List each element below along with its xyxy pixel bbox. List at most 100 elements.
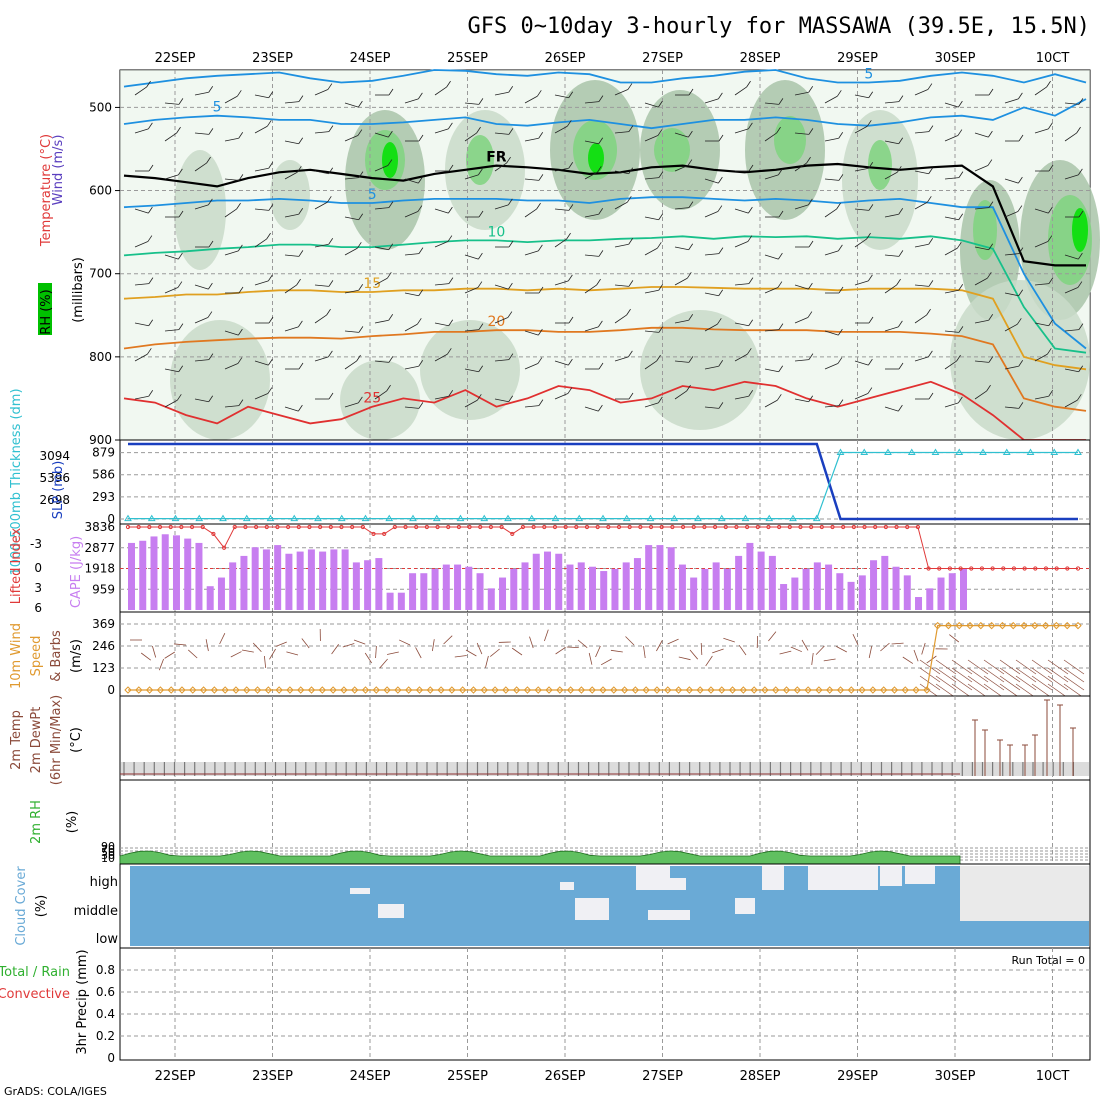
wind-barb xyxy=(1004,98,1019,104)
wind-barb-flag xyxy=(748,277,754,284)
li-marker xyxy=(979,566,985,571)
wind-barb-flag xyxy=(868,358,873,366)
wind10m-barb xyxy=(485,655,489,668)
wind-barb-flag xyxy=(178,98,184,105)
wind-barb-flag xyxy=(418,247,424,254)
wind-barb-flag xyxy=(238,131,244,139)
li-marker xyxy=(947,566,953,571)
wind-barb-flag xyxy=(448,122,453,130)
wind10m-barb xyxy=(264,655,267,668)
contour-5 xyxy=(123,98,1087,130)
wind-speed-marker xyxy=(156,686,165,694)
wind10m-barb xyxy=(999,675,1021,691)
cape-bar xyxy=(690,577,698,610)
wind-barb-flag xyxy=(778,365,784,373)
wind-barb-flag xyxy=(1078,168,1083,176)
wind-barb xyxy=(764,132,777,142)
wind-barb-flag xyxy=(178,210,184,218)
cloud-gap xyxy=(560,882,574,890)
wind-barb-flag xyxy=(777,281,783,288)
wind-barb xyxy=(524,330,539,336)
wind-barb-flag xyxy=(866,232,871,240)
wind-barb xyxy=(344,402,359,408)
thickness-marker xyxy=(979,448,987,456)
wind-speed-marker xyxy=(750,686,758,694)
li-marker xyxy=(392,524,397,530)
slp-ticks: 879 586 293 0 3094 5396 2698 xyxy=(39,446,115,526)
wind-barb xyxy=(194,204,209,210)
thickness-marker xyxy=(432,514,441,522)
slp-thickness-panel: 879 586 293 0 3094 5396 2698 1000-500mb Thickn… xyxy=(9,388,1091,576)
cape-bar xyxy=(633,558,641,610)
wind-barb xyxy=(944,402,959,408)
li-tick-label: -3 xyxy=(30,537,42,551)
wind-barb-flag xyxy=(508,198,513,206)
wind-barb xyxy=(134,353,148,362)
wind-barb-flag xyxy=(688,88,694,96)
wind-barb xyxy=(884,254,899,257)
wind-barb-flag xyxy=(448,277,454,284)
wind-barb-flag xyxy=(1017,205,1023,212)
wind-barb xyxy=(314,170,329,175)
wind-barb-flag xyxy=(1077,281,1083,288)
thickness-marker xyxy=(290,514,299,522)
wind-barb-flag xyxy=(388,201,394,208)
wind10m-barb xyxy=(269,648,276,660)
wind10m-barb xyxy=(919,675,941,691)
contour-label: 10 xyxy=(487,224,505,240)
wind10m-barb xyxy=(379,658,388,669)
cape-bar xyxy=(420,573,428,610)
wind-barb-flag xyxy=(956,242,962,249)
wind10m-barb xyxy=(967,675,989,691)
cape-bar xyxy=(746,542,754,610)
wind-barb xyxy=(1004,178,1019,184)
wind-barb xyxy=(494,359,509,362)
cloud-gap xyxy=(575,898,609,920)
wind-barb xyxy=(644,247,658,256)
wind-speed-marker xyxy=(1041,621,1050,630)
wind-barb xyxy=(344,102,359,108)
top-date-label: 27SEP xyxy=(642,51,683,66)
wind-barb xyxy=(884,284,897,294)
wind-barb-flag xyxy=(568,161,574,169)
cape-bar xyxy=(161,534,169,610)
wind-speed-marker xyxy=(189,686,197,694)
wind-barb-flag xyxy=(658,100,663,108)
wind-barb xyxy=(494,284,509,290)
wind10m-barb xyxy=(935,675,957,691)
wind-barb-flag xyxy=(208,128,214,135)
rh-blob xyxy=(174,150,226,270)
wind-barb xyxy=(614,284,629,287)
cape-bar xyxy=(813,562,821,610)
lifted-index-label: Lifted Index xyxy=(9,527,24,604)
wind-barb-flag xyxy=(658,396,663,404)
wind-speed-marker xyxy=(793,686,802,694)
wind-barb xyxy=(254,280,269,286)
wind-barb xyxy=(614,201,628,210)
wind-barb xyxy=(434,128,449,134)
wind-barb-flag xyxy=(868,91,874,99)
wind-speed-marker xyxy=(685,686,694,694)
contour-25 xyxy=(123,380,1086,441)
pressure-tick-label: 800 xyxy=(89,350,112,364)
wind-barb xyxy=(794,91,809,96)
wind-tick-label: 123 xyxy=(92,661,115,675)
wind-barb-flag xyxy=(988,201,994,208)
contour-20 xyxy=(123,326,1087,412)
wind-speed-marker xyxy=(199,686,208,694)
precip-tick-label: 0.8 xyxy=(96,963,115,977)
wind-barb-flag xyxy=(476,126,481,134)
wind-barb xyxy=(464,329,479,332)
wind-barb xyxy=(434,241,449,248)
wind-barb xyxy=(524,137,539,142)
thickness-marker xyxy=(884,448,892,456)
wind-barb xyxy=(824,208,837,218)
wind-barb-flag xyxy=(628,280,634,287)
li-marker xyxy=(435,524,440,530)
wind10m-barb xyxy=(935,667,957,683)
slp-tick-label: 293 xyxy=(92,490,115,504)
li-marker xyxy=(616,524,622,530)
wind-barb-flag xyxy=(1078,210,1084,218)
rh-legend-swatch xyxy=(38,283,52,335)
